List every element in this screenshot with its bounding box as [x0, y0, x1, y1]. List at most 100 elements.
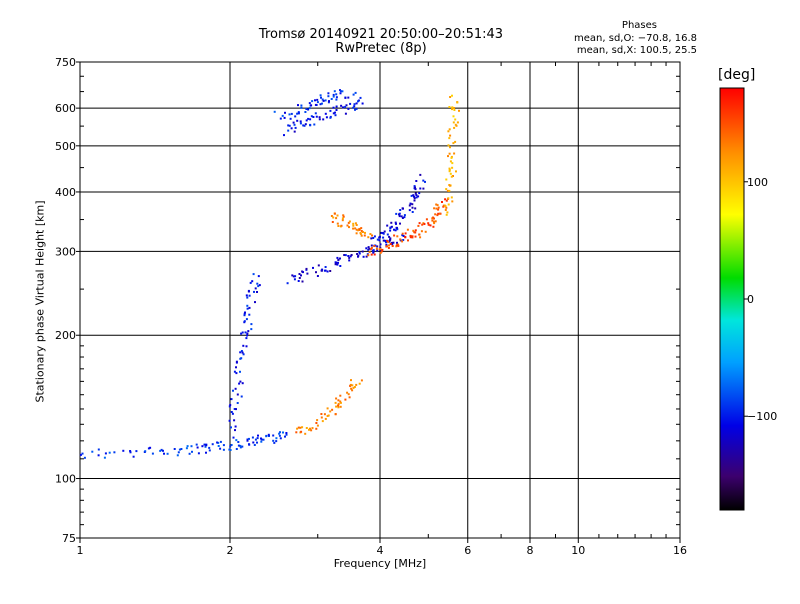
echo-point [414, 192, 417, 195]
echo-point [344, 112, 347, 115]
echo-point [318, 118, 321, 121]
echo-point [248, 306, 251, 309]
echo-point [433, 217, 435, 220]
echo-point [233, 408, 236, 410]
echo-point [401, 240, 404, 243]
echo-point [275, 437, 278, 440]
echo-point [235, 372, 238, 375]
echo-point [445, 206, 448, 209]
echo-point [279, 431, 281, 434]
echo-point [283, 116, 286, 119]
echo-point [434, 213, 437, 216]
echo-point [324, 112, 327, 115]
echo-point [434, 220, 437, 223]
echo-point [337, 402, 340, 405]
echo-point [278, 434, 281, 437]
echo-point [339, 90, 342, 93]
phase-box-heading: Phases [621, 20, 657, 31]
echo-point [330, 215, 333, 217]
echo-point [252, 273, 255, 276]
echo-point [305, 267, 308, 270]
echo-point [336, 263, 339, 266]
echo-point [365, 247, 368, 250]
echo-point [290, 112, 293, 115]
echo-point [433, 222, 436, 225]
echo-point [216, 441, 219, 444]
echo-point [288, 113, 291, 116]
echo-point [242, 344, 245, 347]
x-tick-label: 4 [377, 544, 384, 557]
echo-point [344, 96, 347, 99]
echo-point [358, 228, 360, 231]
echo-point [272, 434, 275, 437]
echo-point [379, 251, 382, 254]
echo-point [418, 222, 421, 225]
echo-point [367, 248, 370, 251]
echo-point [324, 266, 327, 268]
echo-point [262, 438, 265, 441]
echo-point [404, 236, 407, 239]
echo-point [427, 222, 430, 225]
echo-point [321, 102, 323, 105]
echo-point [423, 223, 426, 225]
echo-point [205, 444, 208, 447]
echo-point [321, 420, 324, 423]
echo-point [251, 436, 254, 439]
echo-point [396, 235, 399, 238]
echo-point [369, 248, 372, 251]
echo-point [371, 234, 373, 237]
echo-point [287, 124, 290, 127]
echo-point [348, 220, 351, 223]
echo-point [240, 395, 243, 398]
echo-point [437, 208, 440, 211]
echo-point [310, 115, 313, 118]
echo-point [437, 212, 440, 215]
echo-point [301, 280, 304, 283]
echo-point [341, 90, 344, 93]
echo-point [334, 401, 337, 404]
echo-point [327, 95, 330, 98]
echo-point [317, 264, 320, 267]
echo-point [436, 214, 439, 217]
echo-point [385, 243, 388, 246]
echo-point [395, 222, 397, 225]
echo-point [403, 216, 406, 219]
echo-point [401, 217, 404, 219]
echo-point [349, 102, 352, 105]
echo-point [81, 452, 84, 455]
echo-point [180, 448, 183, 450]
phase-stats-o: mean, sd,O: −70.8, 16.8 [574, 33, 697, 44]
echo-point [297, 280, 300, 282]
echo-point [306, 272, 309, 275]
echo-point [417, 224, 420, 227]
echo-point [427, 223, 430, 226]
echo-point [330, 98, 333, 100]
echo-point [196, 446, 199, 449]
echo-point [176, 454, 179, 457]
echo-point [299, 122, 302, 125]
echo-point [324, 99, 327, 102]
x-tick-label: 16 [673, 544, 687, 557]
echo-point [310, 104, 313, 107]
echo-point [244, 331, 247, 334]
echo-point [356, 253, 359, 255]
echo-point [411, 235, 414, 238]
echo-point [389, 243, 392, 245]
echo-point [355, 232, 358, 235]
echo-point [283, 134, 285, 137]
echo-point [336, 214, 339, 217]
echo-point [378, 236, 381, 239]
echo-point [313, 123, 316, 126]
echo-point [173, 448, 176, 450]
echo-point [347, 221, 350, 224]
echo-point [355, 224, 358, 226]
echo-point [393, 234, 396, 237]
echo-point [290, 127, 293, 130]
echo-point [318, 116, 321, 119]
echo-point [166, 452, 169, 455]
echo-point [340, 104, 343, 107]
echo-point [451, 94, 453, 97]
echo-point [391, 245, 394, 247]
y-tick-label: 75 [62, 532, 76, 545]
echo-point [355, 102, 358, 105]
